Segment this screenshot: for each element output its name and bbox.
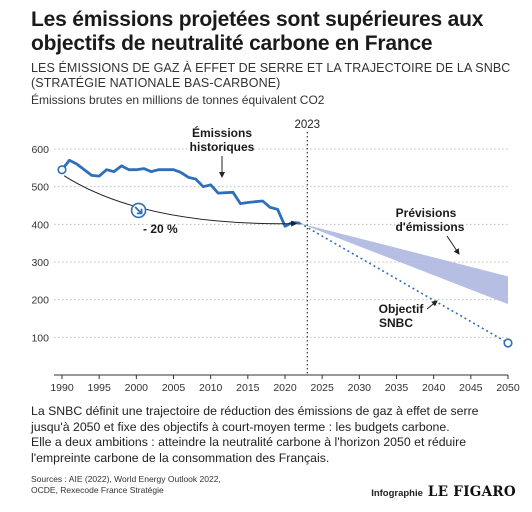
year-marker-label: 2023 [295,119,321,131]
y-tick-label-100: 100 [31,332,49,344]
snbc-target-endpoint [503,338,513,348]
reference-point-1990 [57,165,67,175]
credit: Infographie LE FIGARO [371,484,516,500]
unit-label: Émissions brutes en millions de tonnes é… [31,93,325,107]
x-tick-label-2025: 2025 [310,382,334,394]
annotation-target-arrow [426,300,438,310]
forecast-band-layer [299,223,508,305]
annotation-reduction: - 20 % [143,222,178,236]
x-tick-label-2020: 2020 [273,382,297,394]
annotation-forecast-line1: Prévisions [396,206,457,220]
y-tick-label-200: 200 [31,295,49,307]
x-tick-label-2040: 2040 [422,382,446,394]
annotation-target-line1: Objectif [379,302,425,316]
annotation-forecast-line2: d'émissions [396,220,465,234]
annotations: Émissions historiques - 20 % Prévisions … [143,125,465,330]
sources-line-1: Sources : AIE (2022), World Energy Outlo… [31,474,221,484]
x-tick-label-2035: 2035 [385,382,409,394]
annotation-forecast-arrow [446,235,460,255]
description: La SNBC définit une trajectoire de réduc… [31,404,511,466]
y-tick-label-400: 400 [31,219,49,231]
x-tick-label-1995: 1995 [87,382,111,394]
annotation-target-line2: SNBC [379,316,413,330]
y-tick-label-600: 600 [31,144,49,156]
x-tick-label-2050: 2050 [496,382,520,394]
axes: 100 200 300 400 500 600 1990 1995 2000 2005 2010 20… [31,144,519,394]
y-tick-label-500: 500 [31,182,49,194]
x-tick-label-2045: 2045 [459,382,483,394]
chart-subtitle: LES ÉMISSIONS DE GAZ À EFFET DE SERRE ET… [31,61,511,90]
sources: Sources : AIE (2022), World Energy Outlo… [31,474,221,496]
x-tick-label-2010: 2010 [199,382,223,394]
y-tick-label-300: 300 [31,257,49,269]
x-tick-label-2000: 2000 [125,382,149,394]
x-tick-label-2005: 2005 [162,382,186,394]
year-marker-layer: 2023 [295,119,321,375]
description-paragraph-2: Elle a deux ambitions : atteindre la neu… [31,435,467,465]
sources-line-2: OCDE, Rexecode France Stratégie [31,485,164,495]
annotation-historic-line2: historiques [190,140,255,154]
description-paragraph-1: La SNBC définit une trajectoire de réduc… [31,404,479,434]
emissions-chart: 2023 100 200 300 400 500 600 1990 1995 2000 2005 2… [31,119,519,394]
gridlines [54,148,508,338]
forecast-band [299,223,508,305]
reduction-curve-arrow [63,175,298,227]
historic-emissions-line [60,158,301,228]
credit-label: Infographie [371,488,423,499]
page-title: Les émissions projetées sont supérieures… [31,8,484,55]
x-tick-label-2030: 2030 [348,382,372,394]
series-layer [57,158,513,348]
x-tick-label-1990: 1990 [50,382,74,394]
snbc-target-line [299,222,509,344]
brand-logo: LE FIGARO [427,484,516,500]
annotation-historic-line1: Émissions [192,125,252,140]
down-arrow-icon [134,206,143,215]
x-tick-label-2015: 2015 [236,382,260,394]
